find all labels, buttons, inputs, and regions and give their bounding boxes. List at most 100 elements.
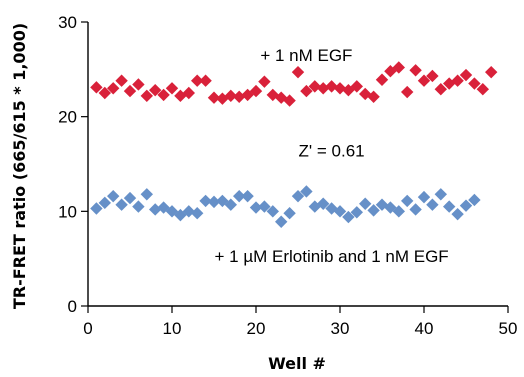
data-point-diamond [207,195,221,209]
x-axis-title: Well # [268,354,326,373]
series-1 [90,61,498,107]
data-point-diamond [207,91,221,104]
data-point-diamond [182,205,195,218]
data-point-diamond [258,75,271,88]
data-point-diamond [140,89,153,103]
y-tick-label: 10 [58,202,77,221]
data-point-diamond [249,201,263,214]
data-point-diamond [266,205,279,218]
data-point-diamond [392,205,405,218]
data-point-diamond [165,82,179,95]
data-point-diamond [401,85,414,99]
x-tick-label: 20 [247,319,266,338]
data-point-diamond [325,80,338,93]
data-point-diamond [199,74,212,87]
data-point-diamond [333,205,347,218]
data-point-diamond [157,88,170,102]
x-tick-label: 40 [415,319,434,338]
data-point-diamond [392,61,405,74]
series-2 [90,185,481,228]
y-axis-title: TR-FRET ratio (665/615 * 1,000) [10,23,29,309]
data-point-diamond [258,200,271,213]
data-series [90,61,498,228]
data-point-diamond [417,190,431,204]
data-point-diamond [409,203,422,216]
data-point-diamond [275,215,288,228]
annotations: + 1 nM EGF Z' = 0.61 + 1 µM Erlotinib and … [214,46,448,266]
data-point-diamond [443,200,456,213]
data-point-diamond [459,199,473,212]
data-point-diamond [224,89,237,103]
chart-annotation: + 1 nM EGF [260,46,352,65]
y-axis-ticks: 0 10 20 30 [58,13,88,316]
data-point-diamond [149,83,162,97]
data-point-diamond [300,84,313,98]
data-point-diamond [107,82,120,95]
data-point-diamond [140,188,153,201]
x-tick-label: 10 [163,319,182,338]
data-point-diamond [98,86,111,100]
data-point-diamond [224,198,237,211]
axes: 0 10 20 30 0 10 20 30 40 50 [58,13,517,338]
data-point-diamond [459,68,473,82]
x-tick-label: 0 [83,319,92,338]
data-point-diamond [291,65,305,79]
data-point-diamond [123,191,137,205]
chart-annotation: + 1 µM Erlotinib and 1 nM EGF [214,247,448,266]
data-point-diamond [401,194,414,208]
x-tick-label: 30 [331,319,350,338]
data-point-diamond [434,83,447,96]
data-point-diamond [115,198,128,211]
data-point-diamond [199,194,212,208]
data-point-diamond [468,77,481,90]
data-point-diamond [132,200,145,213]
data-point-diamond [367,90,380,103]
data-point-diamond [98,196,111,210]
data-point-diamond [191,74,204,87]
data-point-diamond [485,65,498,79]
data-point-diamond [132,78,145,91]
data-point-diamond [233,189,246,203]
data-point-diamond [417,74,431,87]
data-point-diamond [241,189,254,203]
data-point-diamond [342,83,355,97]
chart-annotation: Z' = 0.61 [299,142,365,161]
data-point-diamond [123,84,137,98]
data-point-diamond [451,207,464,221]
data-point-diamond [375,73,389,86]
data-point-diamond [191,207,204,220]
y-tick-label: 20 [58,108,77,127]
data-point-diamond [283,94,296,107]
y-tick-label: 0 [68,297,77,316]
data-point-diamond [283,207,296,220]
x-tick-label: 50 [499,319,518,338]
data-point-diamond [426,198,439,211]
data-point-diamond [367,204,380,217]
data-point-diamond [300,185,313,198]
data-point-diamond [359,197,372,210]
data-point-diamond [434,188,447,201]
x-axis-ticks: 0 10 20 30 40 50 [83,306,517,338]
data-point-diamond [249,84,263,98]
data-point-diamond [90,202,103,215]
data-point-diamond [165,205,179,218]
data-point-diamond [115,74,128,87]
data-point-diamond [317,82,330,95]
data-point-diamond [342,210,355,224]
data-point-diamond [476,83,489,96]
data-point-diamond [233,90,246,103]
data-point-diamond [409,64,422,77]
data-point-diamond [350,206,363,219]
data-point-diamond [149,203,162,216]
data-point-diamond [308,80,321,93]
data-point-diamond [375,198,389,211]
data-point-diamond [384,65,397,78]
data-point-diamond [317,197,330,210]
data-point-diamond [182,86,195,100]
data-point-diamond [90,81,103,94]
data-point-diamond [291,189,305,203]
data-point-diamond [333,82,347,95]
y-tick-label: 30 [58,13,77,32]
